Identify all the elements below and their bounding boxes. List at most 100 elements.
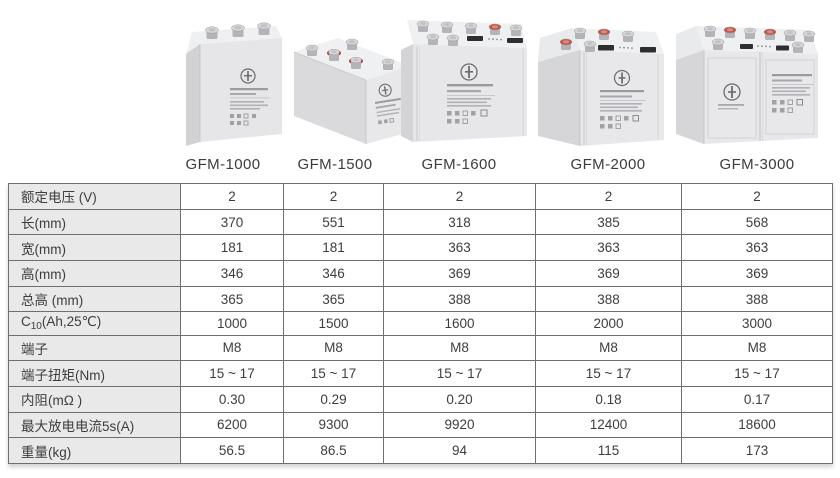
spec-cell: 173 — [681, 437, 833, 464]
row-label-text: (Ah,25℃) — [41, 314, 102, 330]
spec-row-label: 内阻(mΩ ) — [8, 385, 181, 413]
spec-cell: 363 — [383, 234, 536, 262]
spec-cell: 9920 — [383, 411, 536, 439]
row-label-text: 最大放电电流5s(A) — [21, 418, 135, 434]
spec-row-internal-resistance: 内阻(mΩ ) 0.30 0.29 0.20 0.18 0.17 — [8, 385, 833, 413]
spec-row-label: 额定电压 (V) — [8, 183, 181, 210]
row-label-text: 高(mm) — [21, 267, 66, 283]
spec-cell: 346 — [283, 260, 384, 287]
battery-body — [538, 28, 664, 146]
spec-cell: 0.17 — [681, 385, 833, 413]
spec-cell: 385 — [535, 208, 682, 236]
spec-row-label: 端子扭矩(Nm) — [8, 360, 181, 387]
spec-row-label: 端子 — [8, 334, 181, 362]
battery-photo-gfm-2000 — [538, 27, 664, 146]
spec-cell: 56.5 — [180, 437, 284, 464]
spec-cell: 365 — [180, 285, 284, 313]
row-label-text: 额定电压 (V) — [21, 190, 97, 206]
spec-cell: 12400 — [535, 411, 682, 439]
spec-row-label: 总高 (mm) — [8, 285, 181, 313]
spec-cell: 115 — [535, 437, 682, 464]
spec-cell: 365 — [283, 285, 384, 313]
spec-cell: 0.18 — [535, 385, 682, 413]
spec-cell: 370 — [180, 208, 284, 236]
spec-row-total-height: 总高 (mm) 365 365 388 388 388 — [8, 285, 833, 313]
spec-cell: 369 — [535, 260, 682, 287]
spec-cell: M8 — [535, 334, 682, 362]
spec-row-label: 高(mm) — [8, 260, 181, 287]
spec-cell: 1600 — [383, 311, 536, 336]
row-label-subscript: 10 — [30, 321, 42, 333]
row-label-text: C — [21, 314, 31, 330]
spec-cell: 6200 — [180, 411, 284, 439]
spec-cell: 363 — [535, 234, 682, 262]
battery-terminals — [703, 25, 816, 53]
spec-cell: 2 — [383, 183, 536, 210]
spec-cell: 363 — [681, 234, 833, 262]
spec-cell: 318 — [383, 208, 536, 236]
row-label-text: 宽(mm) — [21, 241, 66, 257]
spec-cell: 15 ~ 17 — [535, 360, 682, 387]
row-label-text: 重量(kg) — [21, 444, 72, 460]
model-label-gfm-1600: GFM-1600 — [421, 156, 497, 173]
spec-cell: 94 — [383, 437, 536, 464]
spec-cell: 18600 — [681, 411, 833, 439]
spec-cell: 388 — [383, 285, 536, 313]
spec-row-length: 长(mm) 370 551 318 385 568 — [8, 208, 833, 236]
spec-cell: 2000 — [535, 311, 682, 336]
spec-cell: 0.30 — [180, 385, 284, 413]
spec-row-max-discharge-current: 最大放电电流5s(A) 6200 9300 9920 12400 18600 — [8, 411, 833, 439]
battery-photo-gfm-1000 — [186, 22, 282, 146]
spec-row-height: 高(mm) 346 346 369 369 369 — [8, 260, 833, 287]
spec-cell: M8 — [681, 334, 833, 362]
model-label-gfm-1500: GFM-1500 — [297, 156, 373, 173]
spec-cell: 388 — [535, 285, 682, 313]
spec-row-label: 宽(mm) — [8, 234, 181, 262]
spec-row-label: 最大放电电流5s(A) — [8, 411, 181, 439]
spec-cell: 2 — [681, 183, 833, 210]
spec-cell: 568 — [681, 208, 833, 236]
spec-row-c10-capacity: C10(Ah,25℃) 1000 1500 1600 2000 3000 — [8, 311, 833, 336]
model-label-gfm-3000: GFM-3000 — [719, 156, 795, 173]
battery-photo-gfm-1500 — [293, 38, 410, 144]
battery-photo-gfm-1600 — [401, 20, 527, 142]
battery-vents — [740, 44, 789, 51]
spec-cell: 15 ~ 17 — [681, 360, 833, 387]
row-label-text: 端子 — [21, 341, 48, 357]
battery-front-label — [374, 83, 401, 125]
battery-front-label — [447, 63, 495, 124]
spec-cell: 388 — [681, 285, 833, 313]
spec-table: 额定电压 (V) 2 2 2 2 2 长(mm) 370 551 318 385… — [8, 183, 833, 464]
battery-body — [186, 26, 282, 146]
spec-cell: 15 ~ 17 — [283, 360, 384, 387]
spec-cell: 551 — [283, 208, 384, 236]
row-label-text: 端子扭矩(Nm) — [21, 367, 105, 383]
spec-cell: 3000 — [681, 311, 833, 336]
model-label-gfm-1000: GFM-1000 — [185, 156, 261, 173]
spec-row-terminal-torque: 端子扭矩(Nm) 15 ~ 17 15 ~ 17 15 ~ 17 15 ~ 17… — [8, 360, 833, 387]
spec-cell: 346 — [180, 260, 284, 287]
battery-front-label — [600, 69, 646, 129]
spec-row-terminal: 端子 M8 M8 M8 M8 M8 — [8, 334, 833, 362]
row-label-text: 内阻(mΩ ) — [21, 393, 83, 409]
spec-cell: M8 — [383, 334, 536, 362]
spec-cell: 369 — [681, 260, 833, 287]
battery-vents — [598, 45, 656, 53]
battery-body — [676, 26, 818, 144]
row-label-text: 长(mm) — [21, 216, 66, 231]
battery-front-label — [718, 74, 814, 113]
spec-cell: 86.5 — [283, 437, 384, 464]
battery-terminals — [559, 27, 635, 52]
spec-cell: 1000 — [180, 311, 284, 336]
battery-photo-gfm-3000 — [676, 25, 818, 144]
spec-cell: 369 — [383, 260, 536, 287]
spec-row-label: 长(mm) — [8, 208, 181, 236]
spec-cell: 2 — [535, 183, 682, 210]
battery-body — [401, 20, 527, 142]
spec-cell: 9300 — [283, 411, 384, 439]
spec-row-label: C10(Ah,25℃) — [8, 311, 181, 336]
spec-cell: 0.20 — [383, 385, 536, 413]
spec-cell: 2 — [283, 183, 384, 210]
spec-cell: 2 — [180, 183, 284, 210]
